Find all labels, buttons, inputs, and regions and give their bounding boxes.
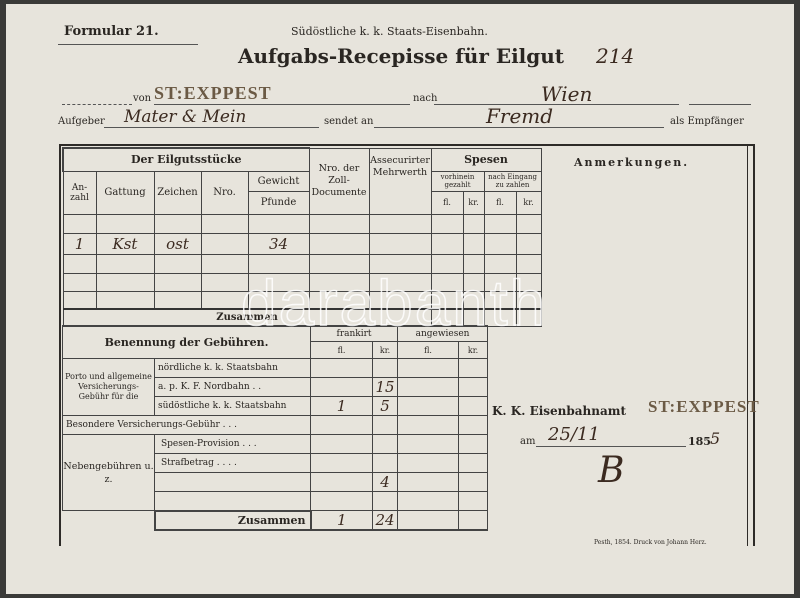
office-stamp: ST:EXPPEST bbox=[648, 397, 760, 416]
receipt-document: Formular 21. Südöstliche k. k. Staats-Ei… bbox=[6, 4, 794, 594]
fees-header: Benennung der Gebühren. bbox=[61, 325, 312, 359]
year-value: 5 bbox=[710, 429, 721, 448]
fee-label bbox=[153, 472, 312, 492]
document-title: Aufgabs-Recepisse für Eilgut bbox=[238, 44, 565, 68]
fee-kr: 15 bbox=[372, 377, 399, 397]
fee-row: Strafbetrag . . . . bbox=[63, 453, 489, 473]
remarks-header: Anmerkungen. bbox=[574, 156, 690, 169]
fee-kr: 4 bbox=[372, 472, 399, 492]
goods-group-header: Der Eilgutsstücke bbox=[61, 147, 310, 172]
customs-header: Nro. der Zoll-Documente bbox=[308, 147, 370, 215]
fee-kr bbox=[372, 453, 399, 473]
gattung-value: Kst bbox=[95, 232, 155, 255]
gewicht-value: 34 bbox=[247, 232, 310, 255]
on-arrival-header: nach Eingang zu zahlen bbox=[483, 170, 542, 192]
fee-kr bbox=[372, 491, 399, 511]
recipient-label: als Empfänger bbox=[670, 116, 744, 127]
col-zeichen: Zeichen bbox=[153, 170, 202, 215]
table-row bbox=[62, 272, 542, 292]
date-prefix: am bbox=[520, 436, 536, 447]
col-nro: Nro. bbox=[200, 170, 249, 215]
col-fl: fl. bbox=[310, 341, 374, 359]
fee-row bbox=[63, 491, 489, 511]
fee-label: Spesen-Provision . . . bbox=[153, 434, 312, 454]
form-number: Formular 21. bbox=[64, 24, 159, 39]
total-fl: 1 bbox=[310, 510, 374, 531]
fee-row: Nebengebühren u. z. Spesen-Provision . .… bbox=[62, 434, 489, 511]
fee-label bbox=[153, 491, 312, 511]
fee-kr: 5 bbox=[372, 396, 399, 416]
col-fl: fl. bbox=[430, 190, 464, 215]
fee-fl bbox=[310, 491, 374, 511]
frame-double-line bbox=[747, 144, 748, 546]
fee-label: a. p. K. F. Nordbahn . . bbox=[153, 377, 312, 397]
fee-fl bbox=[310, 358, 374, 378]
col-gewicht: Gewicht bbox=[247, 170, 310, 192]
fee-row: a. p. K. F. Nordbahn . . 15 bbox=[63, 377, 489, 397]
date-value: 25/11 bbox=[548, 424, 600, 445]
field-line bbox=[62, 104, 132, 105]
prepaid-header: vorhinein gezahlt bbox=[430, 170, 485, 192]
from-field bbox=[154, 104, 410, 105]
fee-row: Porto und allgemeine Versicherungs-Gebüh… bbox=[62, 358, 489, 416]
table-row: 1 Kst ost 34 bbox=[62, 232, 542, 255]
goods-table: Der Eilgutsstücke Nro. der Zoll-Document… bbox=[61, 147, 542, 327]
to-value: Wien bbox=[541, 82, 593, 106]
sends-to-label: sendet an bbox=[324, 116, 374, 127]
zeichen-value: ost bbox=[153, 232, 202, 255]
fees-table: Benennung der Gebühren. frankirt angewie… bbox=[61, 325, 489, 531]
sender-field bbox=[104, 127, 319, 128]
watermark: darabanth bbox=[240, 266, 548, 340]
col-kr: kr. bbox=[462, 190, 485, 215]
fee-row: Besondere Versicherungs-Gebühr . . . bbox=[61, 415, 489, 435]
total-kr: 24 bbox=[372, 510, 399, 531]
fee-kr bbox=[372, 358, 399, 378]
office-label: K. K. Eisenbahnamt bbox=[492, 404, 627, 418]
sender-label: Aufgeber bbox=[58, 116, 105, 127]
field-line bbox=[689, 104, 751, 105]
table-row bbox=[62, 213, 542, 234]
fee-fl bbox=[310, 453, 374, 473]
fee-fl bbox=[310, 377, 374, 397]
handwritten-number: 214 bbox=[596, 44, 635, 68]
fee-kr bbox=[372, 415, 399, 435]
recipient-field bbox=[374, 127, 664, 128]
col-kr: kr. bbox=[458, 341, 489, 359]
fee-label: südöstliche k. k. Staatsbahn bbox=[153, 396, 312, 416]
col-pfunde: Pfunde bbox=[247, 190, 310, 215]
side-fees-group-label: Nebengebühren u. z. bbox=[62, 434, 155, 511]
divider bbox=[58, 44, 198, 45]
signature: B bbox=[598, 450, 625, 491]
to-field bbox=[434, 104, 679, 105]
fee-fl bbox=[310, 472, 374, 492]
fees-total-label: Zusammen bbox=[153, 509, 312, 531]
col-gattung: Gattung bbox=[95, 170, 155, 215]
year-prefix: 185 bbox=[688, 435, 711, 448]
col-fl: fl. bbox=[483, 190, 517, 215]
from-label: von bbox=[133, 93, 152, 104]
recipient-value: Fremd bbox=[486, 104, 554, 128]
col-anzahl: An-zahl bbox=[62, 170, 97, 215]
fee-label: Strafbetrag . . . . bbox=[153, 453, 312, 473]
fee-fl bbox=[310, 434, 374, 454]
date-field bbox=[536, 446, 686, 447]
anzahl-value: 1 bbox=[62, 232, 97, 255]
fee-kr bbox=[372, 434, 399, 454]
railway-name: Südöstliche k. k. Staats-Eisenbahn. bbox=[291, 25, 488, 38]
col-kr: kr. bbox=[515, 190, 542, 215]
costs-header: Spesen bbox=[430, 147, 542, 172]
porto-group-label: Porto und allgemeine Versicherungs-Gebüh… bbox=[62, 358, 155, 416]
col-kr: kr. bbox=[372, 341, 399, 359]
sender-value: Mater & Mein bbox=[124, 107, 247, 127]
fee-label: Besondere Versicherungs-Gebühr . . . bbox=[61, 415, 312, 435]
form-frame bbox=[59, 144, 755, 546]
fee-label: nördliche k. k. Staatsbahn bbox=[153, 358, 312, 378]
printer-imprint: Pesth, 1854. Druck von Johann Herz. bbox=[594, 539, 707, 546]
to-label: nach bbox=[413, 93, 438, 104]
insured-header: Assecurirter Mehrwerth bbox=[368, 147, 432, 215]
fee-fl bbox=[310, 415, 374, 435]
fee-fl: 1 bbox=[310, 396, 374, 416]
col-fl: fl. bbox=[397, 341, 460, 359]
from-stamp: ST:EXPPEST bbox=[154, 83, 272, 103]
